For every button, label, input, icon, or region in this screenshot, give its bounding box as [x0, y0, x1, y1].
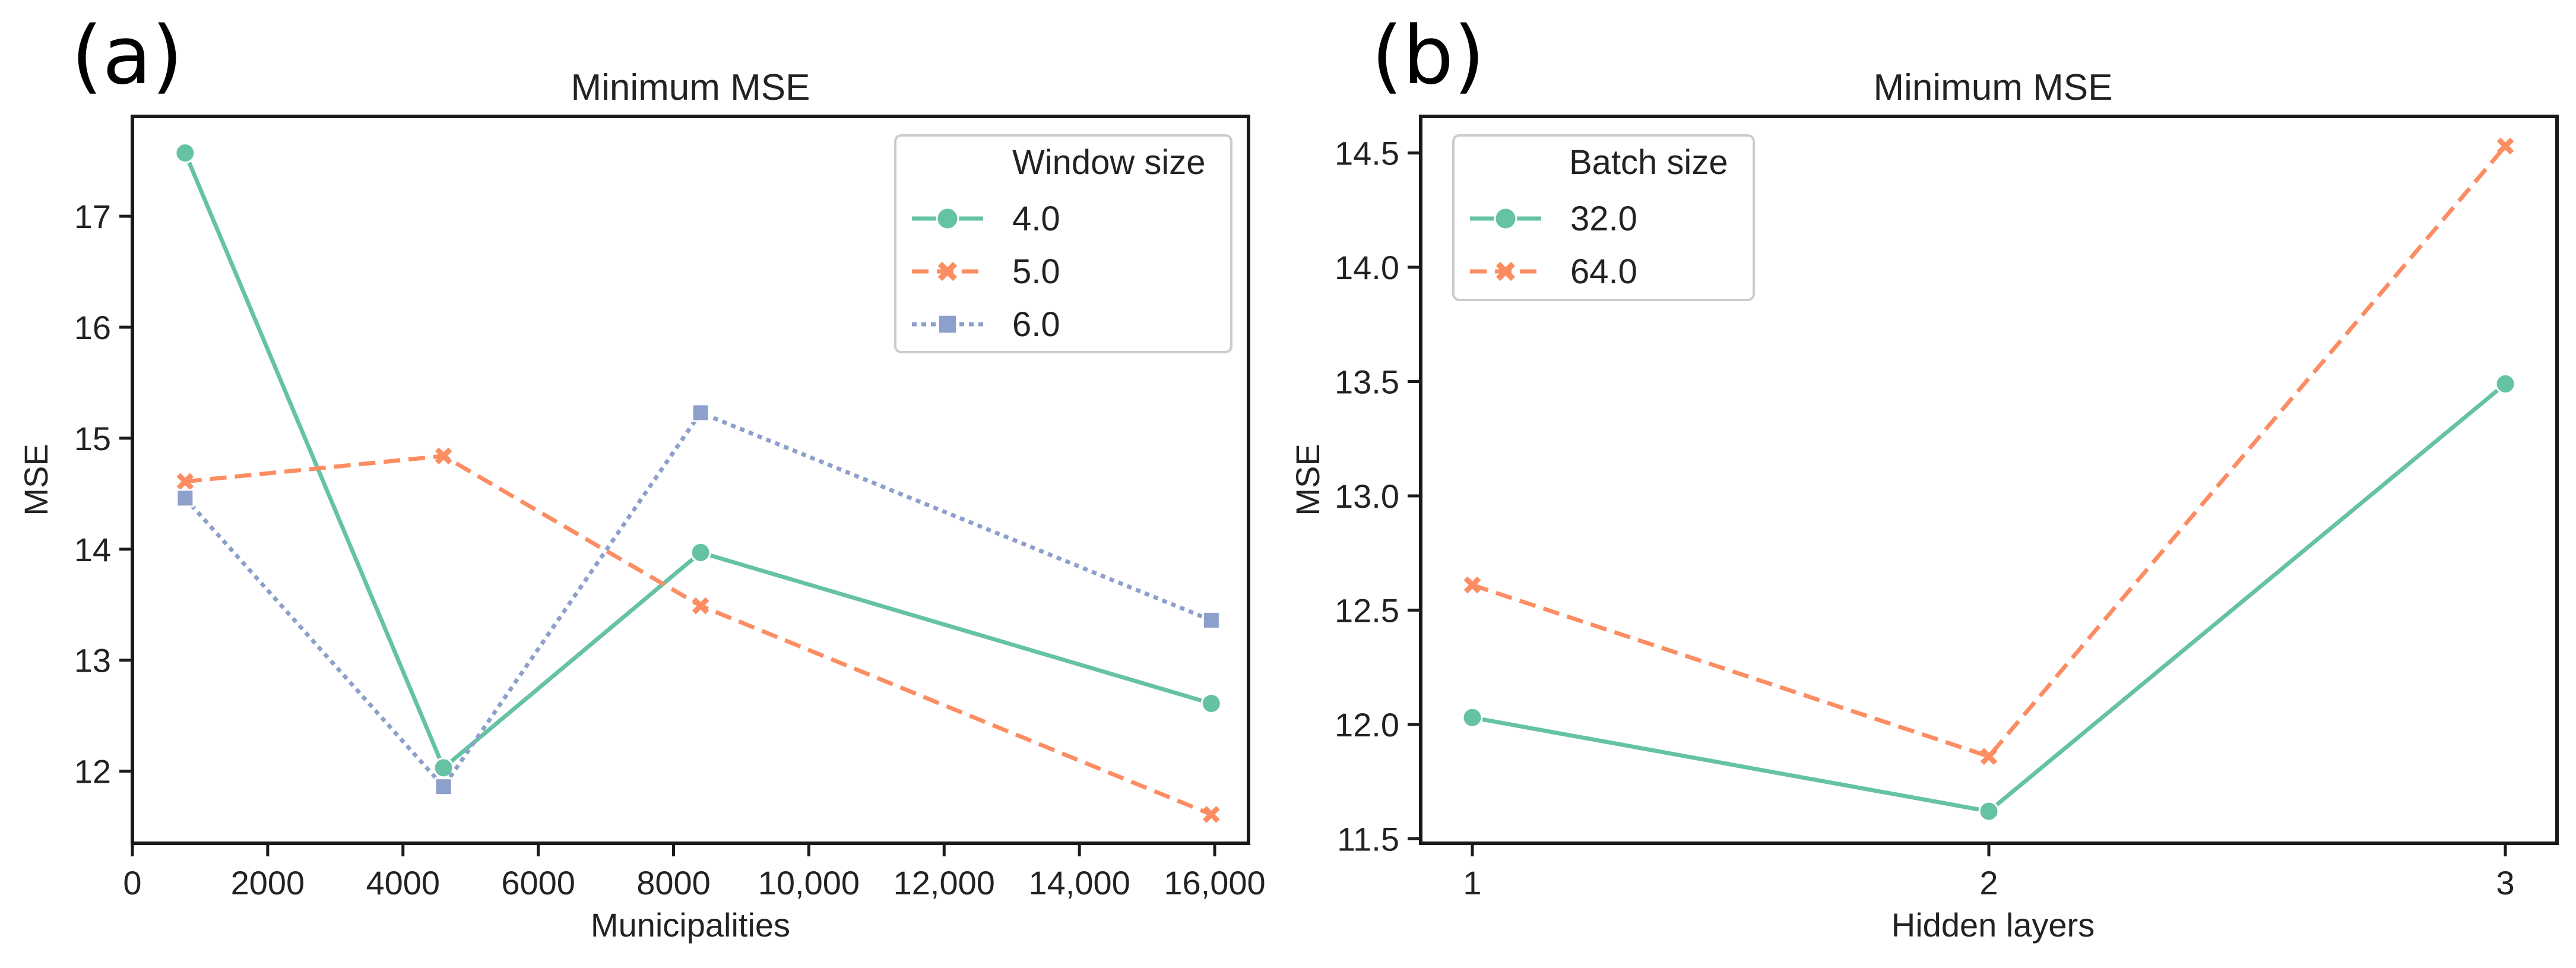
data-point-6.0	[691, 403, 710, 422]
panel-a-legend-title: Window size	[1012, 143, 1206, 182]
data-point-5.0	[1203, 806, 1220, 823]
x-tick-label: 2000	[231, 864, 305, 901]
data-point-4.0	[433, 757, 454, 779]
panel-b-legend-box	[1452, 134, 1755, 301]
panel-b: (b) Minimum MSE 1 2 311.512.012.513.013.51…	[1289, 9, 2559, 944]
y-tick-label: 11.5	[1337, 820, 1399, 858]
data-point-64.0	[1980, 748, 1998, 765]
legend-marker-64.0	[1495, 261, 1516, 281]
x-tick-label: 1	[1463, 864, 1481, 901]
x-tick-label: 10,000	[758, 864, 860, 901]
x-tick-label: 16,000	[1164, 864, 1265, 901]
y-tick-label: 12.5	[1335, 591, 1399, 629]
legend-marker-4.0	[936, 207, 959, 230]
x-tick-label: 4000	[366, 864, 440, 901]
data-point-32.0	[2495, 373, 2516, 394]
data-point-6.0	[1202, 610, 1221, 629]
panel-a-plot: 0 2000 4000 6000 8000 10,000 12,000 14,000 16,00…	[74, 143, 1266, 901]
panel-a: (a) Minimum MSE 0 2000 4000 6000 8000 10,000 1…	[17, 9, 1266, 944]
y-tick-label: 14.5	[1335, 135, 1399, 172]
x-tick-label: 6000	[501, 864, 575, 901]
x-tick-label: 8000	[636, 864, 711, 901]
data-point-4.0	[1200, 693, 1222, 714]
x-tick-label: 14,000	[1029, 864, 1130, 901]
panel-b-title: Minimum MSE	[1873, 67, 2112, 108]
y-tick-label: 14	[74, 531, 111, 568]
x-tick-label: 3	[2496, 864, 2514, 901]
y-tick-label: 12.0	[1335, 706, 1399, 744]
panel-a-xlabel: Municipalities	[591, 906, 790, 944]
series-line-4.0	[183, 152, 1212, 770]
panel-a-frame	[131, 115, 1250, 845]
data-point-5.0	[435, 447, 452, 465]
series-line-6.0	[183, 410, 1212, 789]
data-point-5.0	[692, 597, 709, 615]
panel-b-xlabel: Hidden layers	[1891, 906, 2095, 944]
x-tick-label: 0	[123, 864, 141, 901]
data-point-32.0	[1978, 801, 2000, 822]
data-point-32.0	[1462, 707, 1483, 728]
panel-a-legend-box	[894, 134, 1232, 353]
legend-label-5.0: 5.0	[1012, 252, 1060, 291]
panel-b-legend: Batch size 32.0 64.0	[1452, 134, 1755, 301]
legend-label-6.0: 6.0	[1012, 305, 1060, 344]
panel-a-legend: Window size 4.0 5.0 6.0	[894, 134, 1232, 353]
y-tick-label: 17	[74, 198, 111, 235]
data-point-4.0	[175, 143, 196, 164]
panel-b-label: (b)	[1371, 9, 1485, 102]
panel-b-legend-title: Batch size	[1569, 143, 1728, 182]
panel-b-plot: 1 2 3 11.5 12.0 12.5 13.0 13.5 14.0 14.5	[1335, 135, 2516, 901]
y-tick-label: 14.0	[1335, 249, 1399, 286]
data-point-64.0	[1463, 576, 1481, 594]
panel-a-ylabel: MSE	[17, 444, 55, 515]
x-tick-label: 2	[1979, 864, 1998, 901]
y-tick-label: 12	[74, 753, 111, 790]
data-point-4.0	[690, 542, 711, 563]
y-tick-label: 16	[74, 309, 111, 346]
legend-label-64.0: 64.0	[1570, 252, 1637, 291]
data-point-6.0	[434, 777, 453, 796]
panel-a-title: Minimum MSE	[571, 67, 810, 108]
x-tick-label: 12,000	[893, 864, 995, 901]
data-point-64.0	[2496, 137, 2514, 155]
legend-marker-5.0	[937, 261, 958, 281]
panel-a-label: (a)	[71, 9, 183, 102]
legend-label-32.0: 32.0	[1570, 200, 1637, 238]
series-line-32.0	[1472, 382, 2507, 814]
y-tick-label: 13.0	[1335, 477, 1399, 515]
panel-b-ylabel: MSE	[1289, 444, 1326, 515]
y-tick-label: 13	[74, 642, 111, 679]
series-line-64.0	[1471, 144, 2507, 759]
series-line-5.0	[185, 454, 1212, 817]
data-point-6.0	[176, 489, 195, 508]
panel-b-frame	[1419, 115, 2559, 845]
legend-marker-32.0	[1494, 207, 1517, 230]
y-tick-label: 13.5	[1335, 363, 1399, 400]
y-tick-label: 15	[74, 420, 111, 457]
legend-label-4.0: 4.0	[1012, 200, 1060, 238]
data-point-5.0	[176, 473, 194, 491]
legend-marker-6.0	[937, 314, 958, 335]
